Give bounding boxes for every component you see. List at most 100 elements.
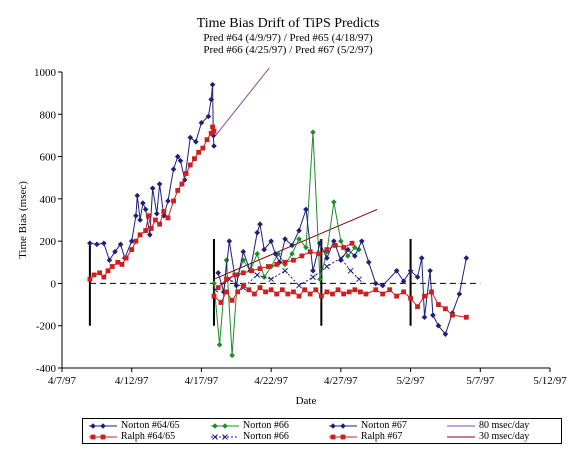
data-point xyxy=(331,199,337,205)
data-point xyxy=(223,257,230,263)
data-point xyxy=(332,242,338,248)
data-point xyxy=(196,149,202,155)
y-axis-label: Time Bias (msec) xyxy=(17,181,29,259)
data-point xyxy=(105,268,111,274)
data-point xyxy=(282,236,288,242)
data-point xyxy=(456,291,463,297)
data-point xyxy=(352,244,358,251)
data-point xyxy=(318,293,324,299)
data-point xyxy=(340,423,346,429)
y-tick-label: -200 xyxy=(36,321,57,333)
data-point xyxy=(274,262,280,267)
data-point xyxy=(205,113,212,120)
legend-swatch xyxy=(447,425,475,427)
data-point xyxy=(463,314,469,320)
data-point xyxy=(146,213,151,219)
data-point xyxy=(211,280,217,287)
x-tick-label: 4/17/97 xyxy=(185,375,219,387)
legend-label: 80 msec/day xyxy=(479,420,530,431)
legend: Norton #64/65 Norton #66 Norton #67 80 msec… xyxy=(82,418,562,444)
data-point xyxy=(218,300,224,305)
data-point xyxy=(140,200,146,206)
legend-label: Norton #64/65 xyxy=(121,420,180,431)
data-point xyxy=(224,276,229,282)
data-point xyxy=(170,166,177,173)
data-point xyxy=(123,255,129,261)
data-point xyxy=(153,217,158,223)
data-point xyxy=(299,253,305,259)
data-point xyxy=(179,181,185,187)
data-point xyxy=(156,181,163,187)
data-point xyxy=(427,267,433,274)
data-point xyxy=(117,241,124,248)
data-point xyxy=(291,257,296,263)
data-point xyxy=(310,129,316,136)
data-point xyxy=(429,289,434,295)
data-point xyxy=(200,145,206,151)
data-point xyxy=(331,238,337,244)
data-point xyxy=(165,215,171,221)
reference-line xyxy=(213,68,270,138)
data-point xyxy=(261,246,267,253)
data-point xyxy=(147,232,153,238)
data-point xyxy=(450,312,455,318)
data-point xyxy=(324,255,330,261)
data-point xyxy=(137,232,143,238)
legend-swatch xyxy=(211,434,239,440)
data-point xyxy=(177,158,184,164)
data-point xyxy=(341,291,347,297)
data-point xyxy=(282,259,288,265)
data-point xyxy=(379,282,386,289)
legend-label: 30 msec/day xyxy=(479,431,530,442)
legend-label: Norton #66 xyxy=(243,420,289,431)
data-point xyxy=(94,241,100,248)
data-point xyxy=(119,262,125,267)
data-point xyxy=(229,352,235,359)
data-point xyxy=(137,217,143,223)
data-point xyxy=(268,238,274,244)
data-point xyxy=(254,251,260,257)
data-point xyxy=(372,280,379,287)
data-point xyxy=(296,227,302,234)
chart-plot: -400 -200 0 200 400 600 800 1000 4/7/97 4/12/97 4/… xyxy=(17,67,567,407)
data-point xyxy=(330,434,336,440)
data-point xyxy=(365,259,372,266)
x-axis-label: Date xyxy=(296,395,317,407)
data-point xyxy=(307,249,313,255)
y-tick-label: 600 xyxy=(40,152,57,164)
data-point xyxy=(335,287,341,293)
legend-label: Norton #67 xyxy=(361,420,407,431)
data-point xyxy=(149,185,156,192)
data-point xyxy=(224,289,229,295)
data-point xyxy=(317,276,323,282)
data-point xyxy=(296,236,302,242)
data-point xyxy=(215,270,221,276)
data-point xyxy=(310,267,316,274)
x-tick-label: 5/7/97 xyxy=(466,375,495,387)
y-tick-label: 400 xyxy=(40,194,57,206)
legend-swatch xyxy=(211,423,239,429)
y-tick-label: 1000 xyxy=(34,67,57,79)
data-point xyxy=(254,229,260,236)
chart-subtitle-1: Pred #64 (4/9/97) / Pred #65 (4/18/97) xyxy=(203,32,373,44)
data-point xyxy=(101,240,107,247)
data-point xyxy=(192,156,197,162)
data-point xyxy=(143,228,149,233)
data-point xyxy=(285,291,291,297)
data-point xyxy=(401,289,406,295)
data-point xyxy=(302,287,308,293)
data-point xyxy=(307,291,313,297)
data-point xyxy=(109,264,115,269)
data-point xyxy=(330,291,335,297)
data-point xyxy=(289,251,295,257)
data-point xyxy=(226,238,233,244)
data-point xyxy=(106,257,113,263)
x-tick-label: 4/12/97 xyxy=(115,375,149,387)
data-point xyxy=(303,206,309,213)
data-point xyxy=(430,312,436,318)
x-tick-label: 5/2/97 xyxy=(397,375,426,387)
y-tick-label: 800 xyxy=(40,109,57,121)
data-point xyxy=(435,322,442,329)
data-point xyxy=(240,270,246,276)
data-point xyxy=(400,278,407,285)
